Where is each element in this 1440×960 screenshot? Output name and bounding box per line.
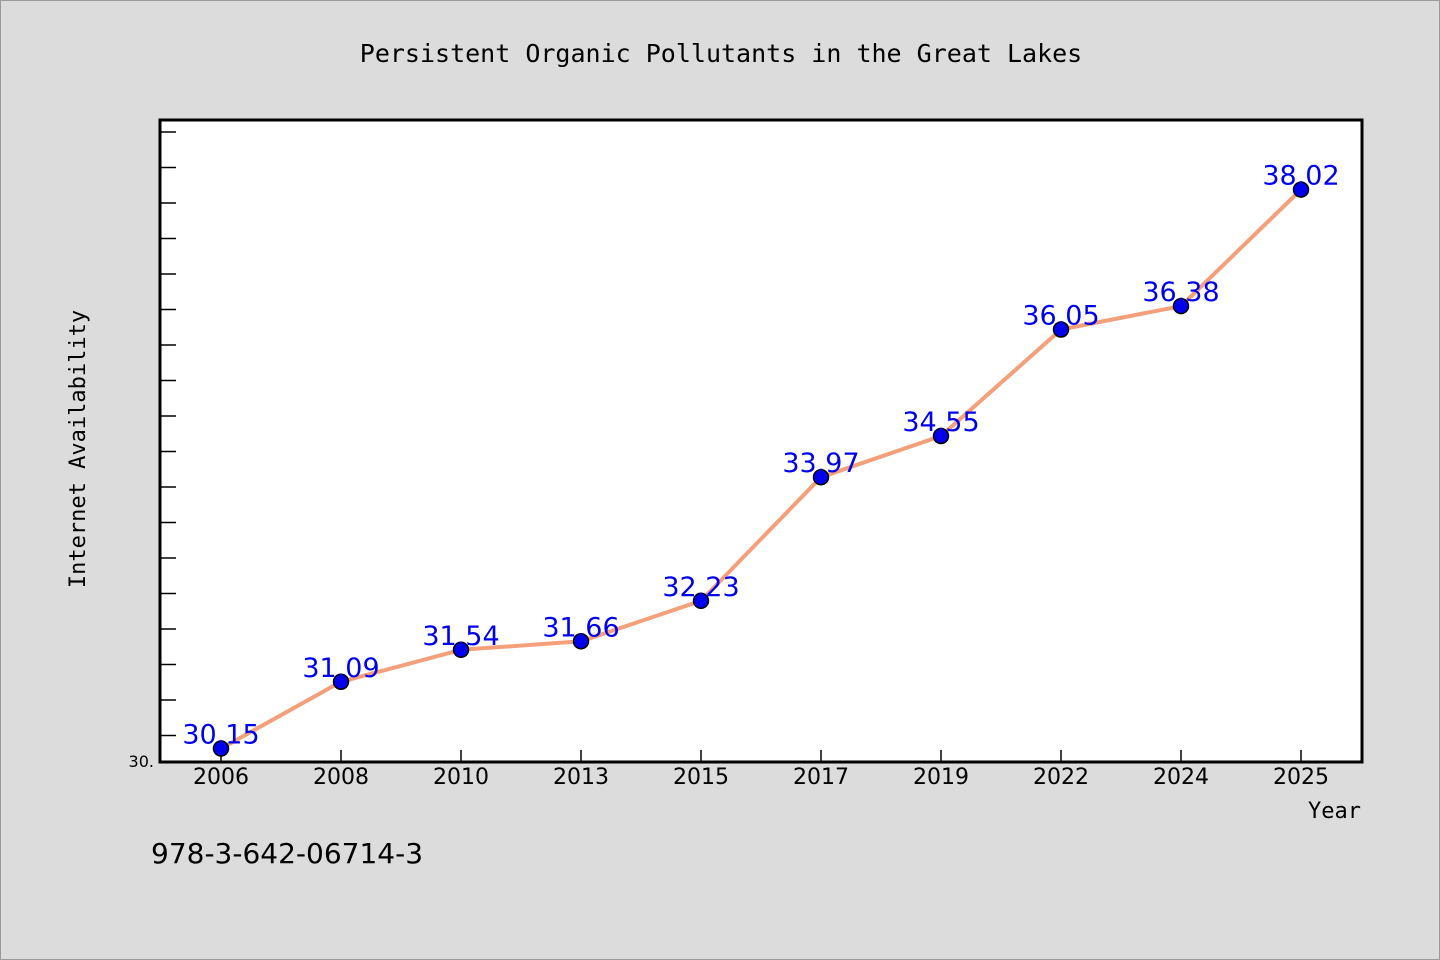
data-point: [332, 673, 350, 690]
data-label: 34.55: [902, 407, 979, 438]
data-point: [812, 468, 830, 486]
series-line: [219, 187, 1303, 751]
x-tick-label: 2017: [793, 765, 849, 790]
data-point: [692, 592, 710, 610]
data-label: 36.05: [1022, 301, 1099, 332]
x-tick-label: 2015: [673, 765, 729, 790]
data-label: 32.23: [662, 572, 739, 603]
plot-area: [158, 118, 1364, 764]
data-labels: 30.15 31.09 31.54 31.66 32.23 33.97 34.55 36.05…: [182, 161, 1339, 751]
data-label: 31.66: [542, 612, 619, 643]
data-point: [1172, 297, 1190, 315]
x-tick-label: 2013: [553, 765, 609, 790]
data-label: 30.15: [182, 720, 259, 751]
data-label: 36.38: [1142, 277, 1219, 308]
data-point: [1292, 181, 1310, 198]
y-axis-tick-label: 30.: [129, 752, 154, 771]
x-tick-label: 2022: [1033, 765, 1089, 790]
data-point: [572, 633, 590, 650]
x-tick-label: 2006: [193, 765, 249, 790]
data-label: 31.54: [422, 621, 499, 652]
y-axis-label: Internet Availability: [66, 310, 91, 588]
data-point: [932, 427, 950, 445]
data-label: 38.02: [1262, 161, 1339, 192]
data-markers: [212, 181, 1310, 757]
x-tick-label: 2019: [913, 765, 969, 790]
x-tick-label: 2010: [433, 765, 489, 790]
y-axis-ticks: [161, 131, 176, 737]
footer-note: 978-3-642-06714-3: [151, 837, 423, 870]
data-point: [452, 641, 470, 659]
x-axis-tick-labels: 2006 2008 2010 2013 2015 2017 2019 2022 2024 2025: [193, 765, 1329, 790]
data-point: [1052, 321, 1070, 338]
x-axis-label: Year: [1308, 799, 1361, 824]
chart-title: Persistent Organic Pollutants in the Gre…: [360, 39, 1082, 68]
x-tick-label: 2024: [1153, 765, 1209, 790]
data-label: 33.97: [782, 448, 859, 479]
data-point: [212, 740, 230, 757]
x-tick-label: 2008: [313, 765, 369, 790]
x-tick-label: 2025: [1273, 765, 1329, 790]
data-label: 31.09: [302, 653, 379, 684]
